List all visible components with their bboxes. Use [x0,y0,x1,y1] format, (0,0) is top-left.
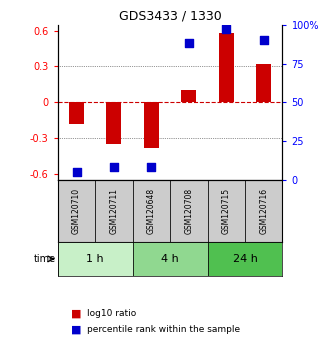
Bar [107,102,121,144]
FancyBboxPatch shape [245,180,282,242]
Bar [181,90,196,102]
Point [149,165,154,170]
FancyBboxPatch shape [208,242,282,276]
Point [224,27,229,32]
FancyBboxPatch shape [208,180,245,242]
Text: 24 h: 24 h [233,254,257,264]
Point [111,165,117,170]
FancyBboxPatch shape [58,180,95,242]
Text: 4 h: 4 h [161,254,179,264]
Text: log10 ratio: log10 ratio [87,309,136,318]
FancyBboxPatch shape [95,180,133,242]
Text: 1 h: 1 h [86,254,104,264]
Bar [144,102,159,148]
Text: GSM120710: GSM120710 [72,188,81,234]
Point [186,41,191,46]
Text: GSM120715: GSM120715 [222,188,231,234]
Text: GSM120708: GSM120708 [184,188,193,234]
Text: ■: ■ [71,308,81,318]
Text: GSM120648: GSM120648 [147,188,156,234]
Title: GDS3433 / 1330: GDS3433 / 1330 [119,9,221,22]
Text: percentile rank within the sample: percentile rank within the sample [87,325,240,334]
FancyBboxPatch shape [170,180,208,242]
Bar [256,64,271,102]
Bar [69,102,84,124]
Text: GSM120711: GSM120711 [109,188,118,234]
Text: GSM120716: GSM120716 [259,188,268,234]
Point [261,38,266,43]
Text: time: time [34,254,56,264]
Text: ■: ■ [71,324,81,334]
FancyBboxPatch shape [133,180,170,242]
Point [74,169,79,175]
Bar [219,33,234,102]
FancyBboxPatch shape [58,242,133,276]
FancyBboxPatch shape [133,242,208,276]
